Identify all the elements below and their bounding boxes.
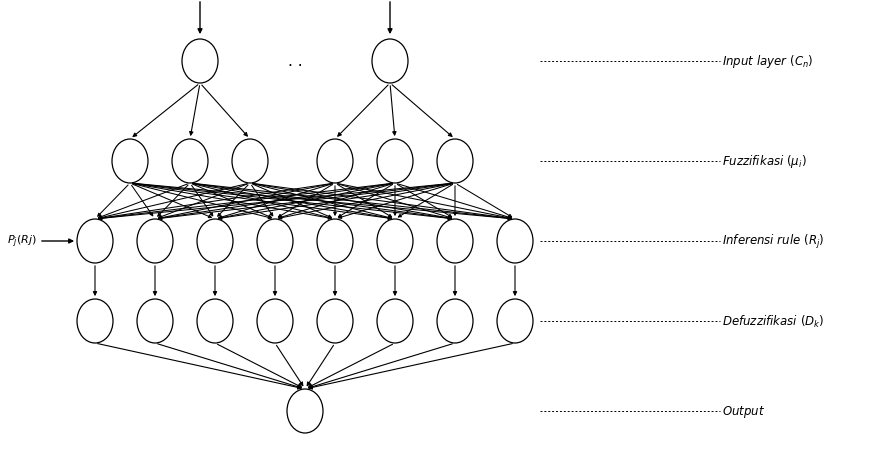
Ellipse shape: [376, 220, 413, 263]
Ellipse shape: [496, 220, 533, 263]
Ellipse shape: [316, 220, 353, 263]
Ellipse shape: [256, 299, 293, 343]
Ellipse shape: [77, 220, 113, 263]
Ellipse shape: [496, 299, 533, 343]
Ellipse shape: [376, 299, 413, 343]
Text: $\it{Defuzzifikasi\ (D_k)}$: $\it{Defuzzifikasi\ (D_k)}$: [721, 313, 824, 329]
Ellipse shape: [196, 220, 233, 263]
Ellipse shape: [172, 140, 208, 184]
Text: $P_j(Rj)$: $P_j(Rj)$: [7, 233, 37, 250]
Ellipse shape: [77, 299, 113, 343]
Ellipse shape: [376, 140, 413, 184]
Text: $\it{Output}$: $\it{Output}$: [721, 403, 765, 419]
Ellipse shape: [287, 389, 322, 433]
Ellipse shape: [136, 220, 173, 263]
Ellipse shape: [112, 140, 148, 184]
Text: $\it{Fuzzifikasi\ (\mu_i)}$: $\it{Fuzzifikasi\ (\mu_i)}$: [721, 153, 806, 170]
Text: . .: . .: [288, 55, 302, 69]
Ellipse shape: [196, 299, 233, 343]
Ellipse shape: [182, 40, 218, 84]
Ellipse shape: [316, 140, 353, 184]
Ellipse shape: [372, 40, 408, 84]
Ellipse shape: [256, 220, 293, 263]
Ellipse shape: [316, 299, 353, 343]
Ellipse shape: [436, 299, 473, 343]
Text: $\it{Input\ layer\ (C_n)}$: $\it{Input\ layer\ (C_n)}$: [721, 53, 813, 70]
Ellipse shape: [136, 299, 173, 343]
Ellipse shape: [232, 140, 268, 184]
Ellipse shape: [436, 220, 473, 263]
Ellipse shape: [436, 140, 473, 184]
Text: $\it{Inferensi\ rule\ (R_j)}$: $\it{Inferensi\ rule\ (R_j)}$: [721, 232, 824, 250]
